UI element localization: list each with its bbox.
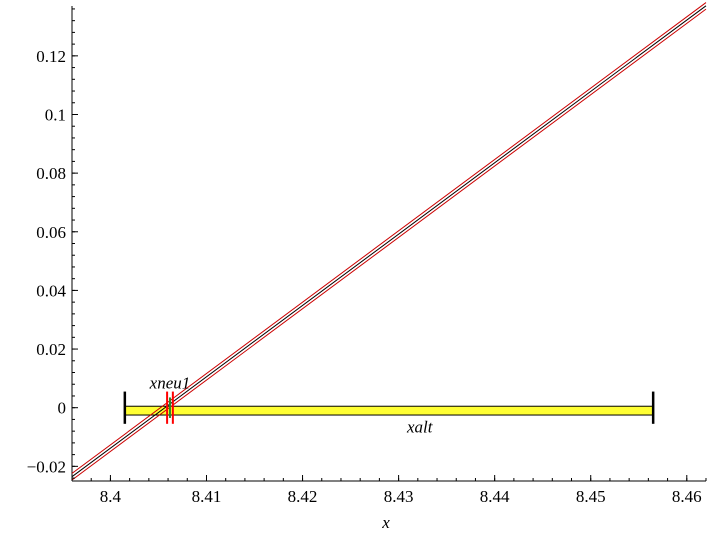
y-tick-label: 0.02 <box>36 340 66 359</box>
y-tick-label: 0.06 <box>36 223 66 242</box>
interval-bar <box>124 405 654 416</box>
x-axis-label: x <box>381 513 390 532</box>
x-tick-label: 8.4 <box>100 487 122 506</box>
annotation-2: xalt <box>406 418 434 437</box>
interval-bar-group <box>123 391 655 424</box>
x-tick-label: 8.46 <box>672 487 702 506</box>
annotation-1: xneu1 <box>149 374 191 393</box>
x-tick-label: 8.42 <box>288 487 318 506</box>
series-line-2 <box>71 2 707 474</box>
y-tick-label: 0.12 <box>36 47 66 66</box>
annotations-group: xneu1 xalt <box>149 374 434 437</box>
x-tick-label: 8.45 <box>576 487 606 506</box>
series-group <box>71 2 707 481</box>
x-tick-label: 8.44 <box>480 487 510 506</box>
series-line-3 <box>71 8 707 481</box>
y-tick-label: 0 <box>58 399 67 418</box>
series-line-1 <box>71 5 707 478</box>
y-tick-label: −0.02 <box>27 457 66 476</box>
markers-group <box>166 391 174 424</box>
y-tick-label: 0.1 <box>45 105 66 124</box>
y-tick-label: 0.08 <box>36 164 66 183</box>
x-tick-label: 8.41 <box>192 487 222 506</box>
x-tick-label: 8.43 <box>384 487 414 506</box>
ticks-group: 8.4 8.41 8.42 8.43 8.44 8.45 8.46 −0.02 0 0.02 0.0… <box>27 8 707 506</box>
y-tick-label: 0.04 <box>36 281 66 300</box>
